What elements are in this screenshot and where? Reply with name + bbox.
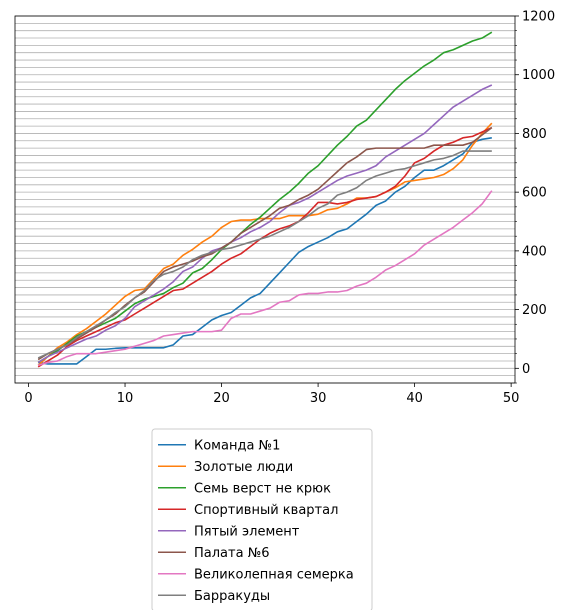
x-axis: 0 10 20 30 40 50	[24, 383, 519, 406]
legend-entry-5: Пятый элемент	[194, 524, 300, 539]
legend-entry-4: Спортивный квартал	[194, 503, 338, 518]
y-tick-label: 800	[522, 127, 547, 142]
x-tick-label: 30	[310, 391, 327, 406]
x-tick-label: 20	[213, 391, 230, 406]
series-line-6	[37, 126, 493, 361]
y-axis: 0 200 400 600 800 1000 1200	[515, 10, 555, 384]
series-line-5	[37, 84, 493, 364]
legend-entry-8: Барракуды	[194, 589, 270, 604]
series-lines	[37, 31, 493, 368]
series-line-4	[37, 126, 493, 368]
x-tick-label: 0	[24, 391, 32, 406]
legend-box	[151, 428, 373, 610]
gridlines	[15, 15, 515, 384]
series-line-3	[37, 31, 493, 364]
legend-entry-2: Золотые люди	[194, 460, 293, 475]
legend: Команда №1 Золотые люди Семь верст не крюк…	[151, 428, 373, 610]
legend-entry-7: Великолепная семерка	[194, 567, 354, 582]
legend-entry-1: Команда №1	[194, 438, 280, 453]
y-tick-label: 600	[522, 186, 547, 201]
x-tick-label: 40	[406, 391, 423, 406]
x-tick-label: 10	[117, 391, 134, 406]
x-tick-label: 50	[503, 391, 520, 406]
series-line-7	[37, 190, 493, 367]
plot-area-frame	[14, 15, 516, 384]
series-line-1	[38, 137, 492, 365]
y-tick-label: 1200	[522, 10, 555, 25]
legend-entry-3: Семь верст не крюк	[194, 481, 331, 496]
y-tick-label: 0	[522, 362, 530, 377]
y-tick-label: 200	[522, 303, 547, 318]
y-tick-label: 1000	[522, 68, 555, 83]
legend-entry-6: Палата №6	[194, 546, 269, 561]
y-tick-label: 400	[522, 244, 547, 259]
series-line-8	[37, 150, 492, 359]
